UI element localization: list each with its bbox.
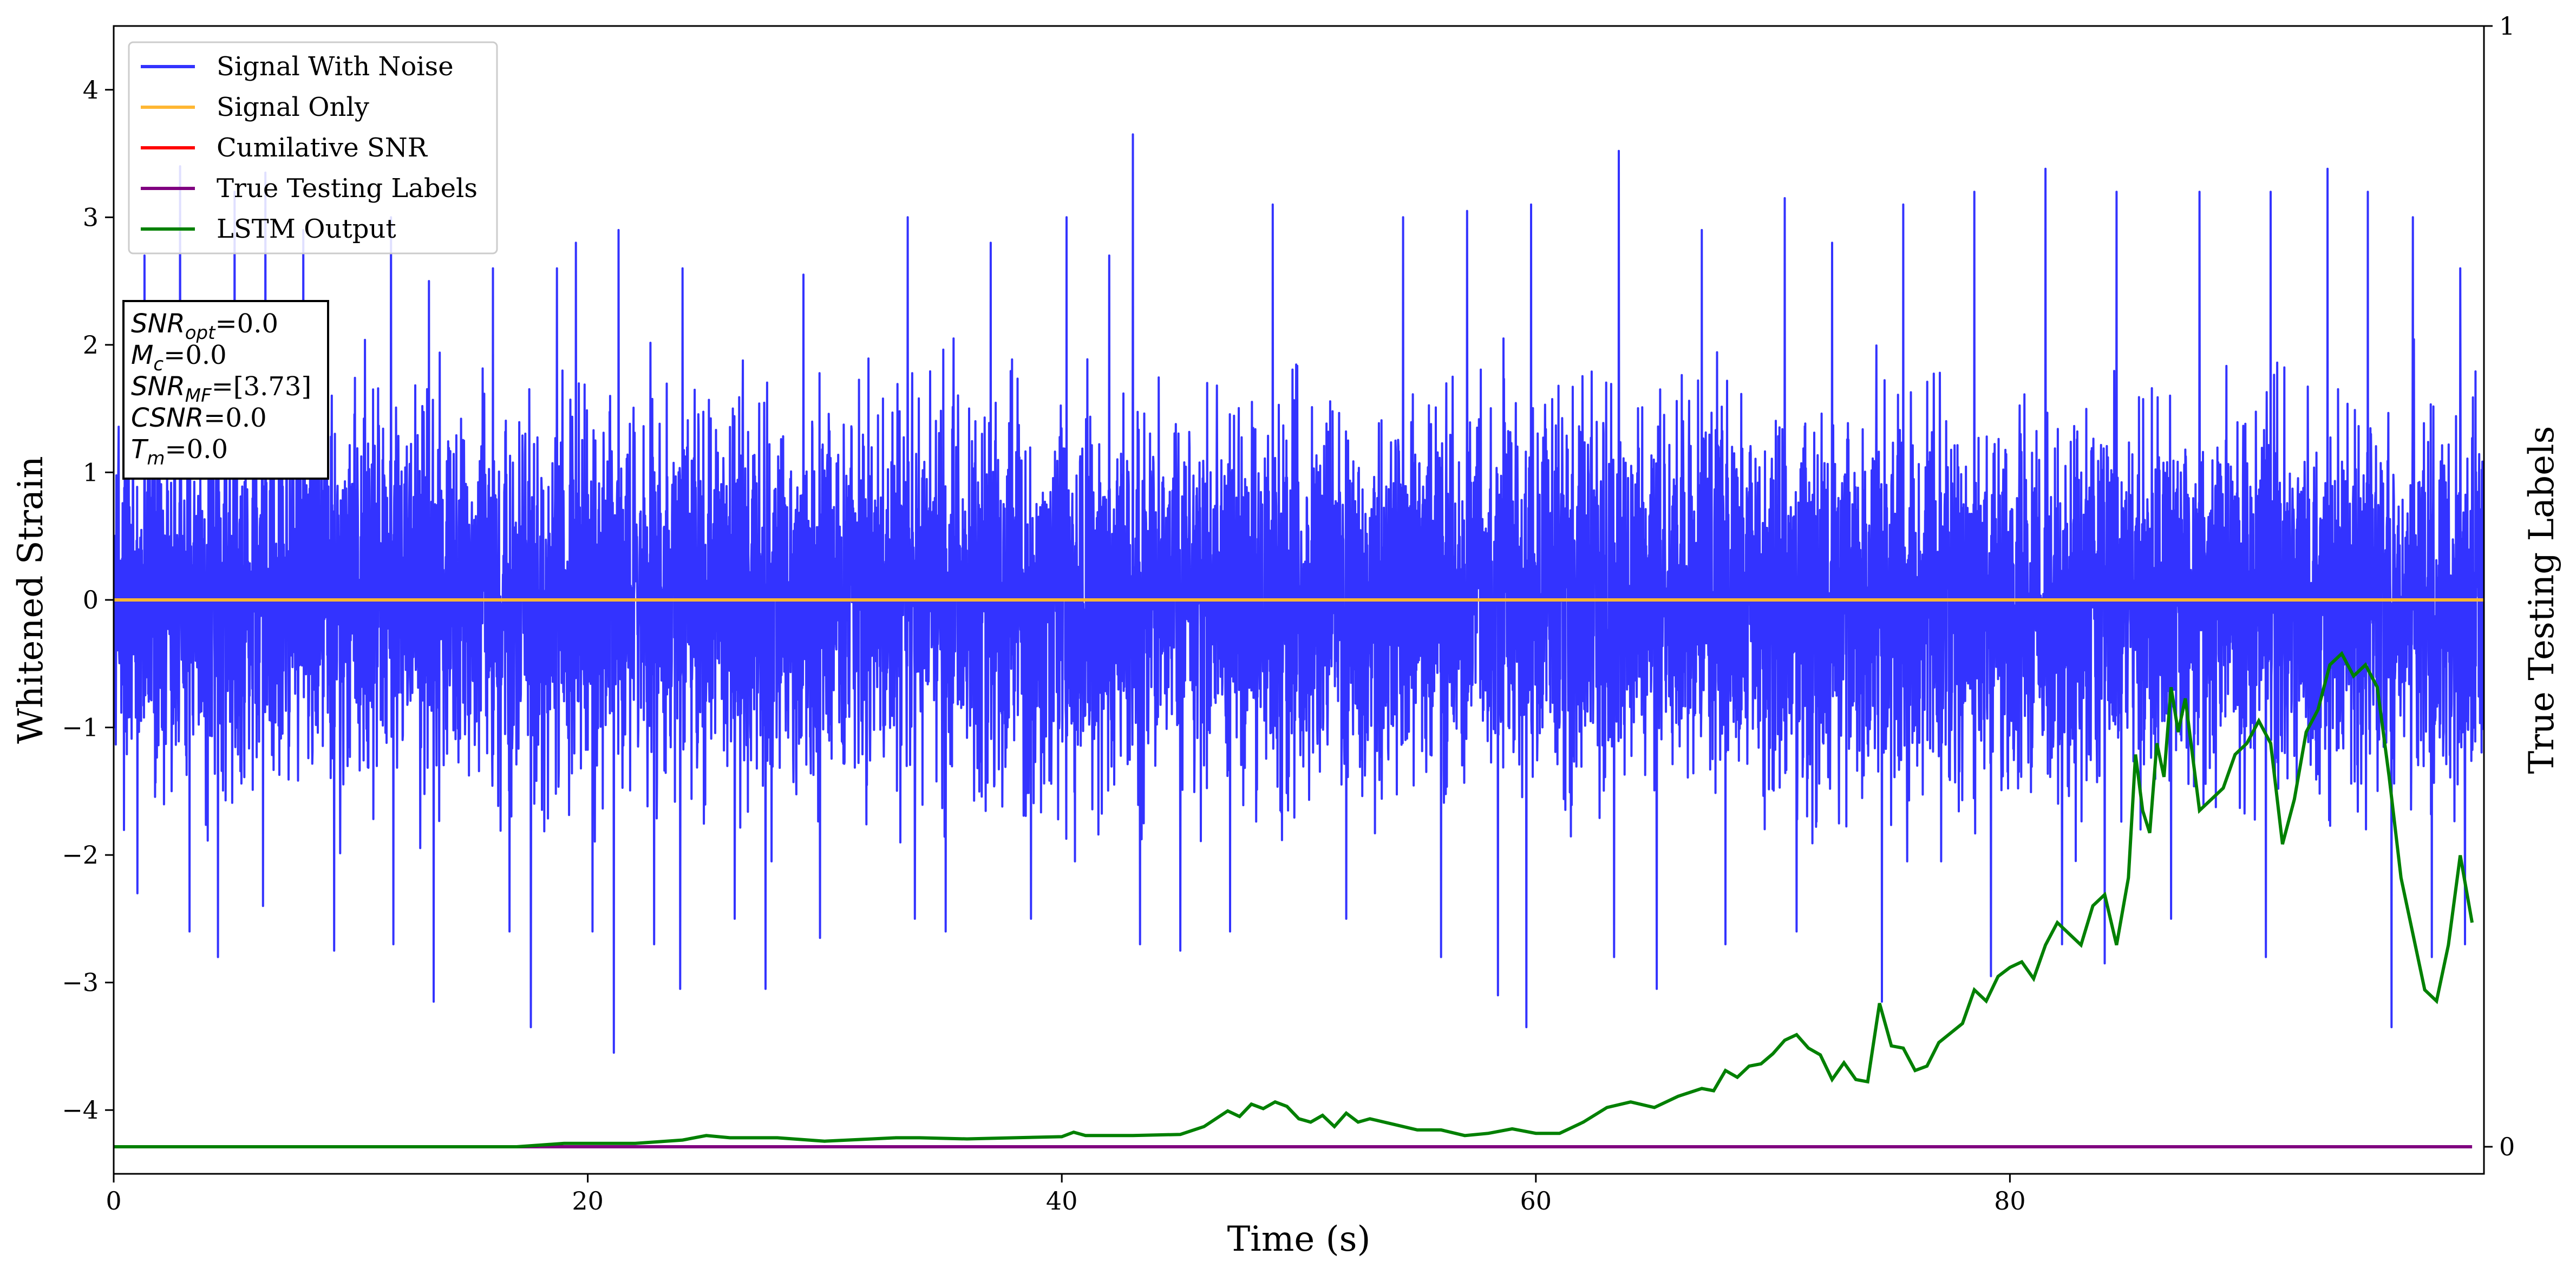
annotation-symbol: SNR (131, 309, 185, 339)
legend: Signal With Noise Signal Only Cumilative S… (128, 41, 498, 254)
x-axis: 0 20 40 60 80 (106, 1174, 2026, 1216)
signal-with-noise-line (114, 133, 2484, 1054)
x-tick-label: 80 (1994, 1186, 2026, 1216)
parameter-annotation-box: SNRopt=0.0Mc=0.0SNRMF=[3.73]CSNR=0.0Tm=0… (122, 300, 329, 480)
annotation-line: Tm=0.0 (131, 434, 228, 469)
y-tick-label: −4 (62, 1095, 99, 1125)
annotation-value: =0.0 (204, 403, 267, 433)
y-tick-label: 0 (83, 585, 99, 615)
legend-label: Signal With Noise (217, 51, 454, 82)
y-tick-label: −1 (62, 713, 99, 742)
annotation-symbol: M (131, 340, 153, 370)
legend-label: LSTM Output (217, 214, 396, 244)
annotation-subscript: m (147, 448, 165, 469)
y-axis-left: 4 3 2 1 0 −1 −2 −3 −4 (62, 75, 114, 1125)
y-tick-label: 3 (83, 202, 99, 232)
annotation-value: =0.0 (165, 434, 228, 465)
annotation-value: =[3.73] (212, 371, 312, 402)
y-tick-label: −3 (62, 968, 99, 997)
annotation-line: CSNR=0.0 (131, 403, 267, 433)
y2-tick-label: 0 (2499, 1132, 2515, 1161)
y2-axis-label: True Testing Labels (2522, 426, 2562, 774)
lstm-output-line (114, 651, 2474, 1148)
y-tick-label: 1 (83, 458, 99, 487)
annotation-symbol: CSNR (131, 403, 204, 433)
legend-box (128, 41, 498, 254)
annotation-line: Mc=0.0 (131, 340, 227, 375)
annotation-subscript: c (153, 354, 164, 375)
series-layer (114, 133, 2484, 1148)
x-tick-label: 0 (106, 1186, 121, 1216)
annotation-subscript: MF (185, 385, 212, 407)
annotation-symbol: SNR (131, 371, 185, 402)
legend-label: Signal Only (217, 92, 369, 122)
legend-label: True Testing Labels (217, 173, 478, 204)
legend-label: Cumilative SNR (217, 133, 428, 163)
x-tick-label: 40 (1046, 1186, 1078, 1216)
annotation-subscript: opt (185, 322, 216, 344)
annotation-line: SNRMF=[3.73] (131, 371, 311, 407)
annotation-line: SNRopt=0.0 (131, 309, 278, 344)
y-tick-label: −2 (62, 840, 99, 870)
annotation-symbol: T (131, 434, 149, 465)
annotation-value: =0.0 (215, 309, 278, 339)
y-tick-label: 4 (83, 75, 99, 104)
y-tick-label: 2 (83, 330, 99, 360)
x-tick-label: 60 (1520, 1186, 1552, 1216)
y-axis-label: Whitened Strain (11, 456, 51, 743)
y2-tick-label: 1 (2499, 11, 2515, 41)
x-axis-label: Time (s) (1227, 1219, 1371, 1259)
annotation-value: =0.0 (164, 340, 227, 370)
annotation-box (122, 300, 329, 480)
x-tick-label: 20 (572, 1186, 604, 1216)
y-axis-right: 01 (2484, 11, 2515, 1161)
